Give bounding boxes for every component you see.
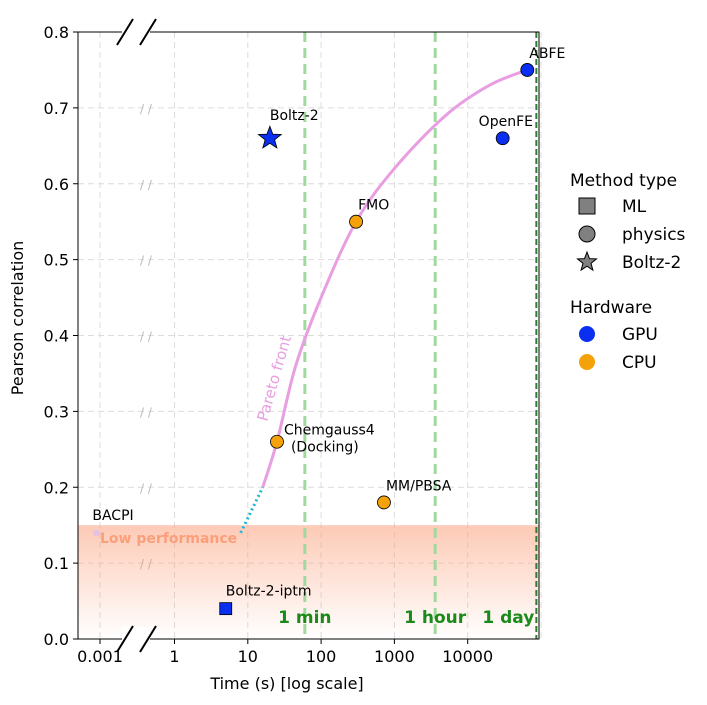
point-label: Boltz-2 [270,108,319,124]
grid-break-mark: / / [140,254,153,268]
x-tick-label: 1000 [374,647,415,666]
low-performance-label: Low performance [100,531,237,547]
y-tick-label: 0.4 [44,327,69,346]
y-tick-label: 0.6 [44,175,69,194]
point-label: ABFE [529,46,565,62]
axis-break-slash [116,18,134,46]
point-marker [377,495,391,510]
point-marker [349,214,363,229]
x-tick-label: 100 [306,647,337,666]
point-marker [495,131,510,146]
legend-hardware-label: GPU [622,325,658,345]
time-markers: 1 min 1 hour 1 day [278,32,538,639]
point-marker [93,529,100,536]
point-label: FMO [358,198,389,214]
legend-method-label: ML [622,197,647,217]
point-marker [257,125,283,149]
point-label: OpenFE [479,114,533,130]
point-label-line: ABFE [529,46,565,62]
axis-break-cover [122,627,150,651]
legend-hardware-title: Hardware [570,298,652,318]
grid-break-mark: / / [140,405,153,419]
pareto-front-label: Pareto front [254,333,296,423]
data-points: BACPI Boltz-2-iptm Boltz-2 Chemgauss4 (Docki… [92,46,565,616]
y-tick-label: 0.5 [44,251,69,270]
grid-break-mark: / / [140,481,153,495]
y-tick-label: 0.0 [44,630,69,649]
legend-square-icon [578,197,596,215]
point-marker [219,602,233,616]
point-label-line: BACPI [92,508,133,524]
point-label: Chemgauss4 (Docking) [284,423,375,456]
point-label-line: MM/PBSA [386,478,452,494]
point-label: Boltz-2-iptm [226,584,312,600]
grid-break-mark: / / [140,178,153,192]
y-tick-label: 0.8 [44,23,69,42]
point-label-line: OpenFE [479,114,533,130]
x-axis-label: Time (s) [log scale] [209,674,363,693]
axis-break-marks [116,18,157,653]
time-marker-label: 1 day [482,608,534,628]
legend-method-title: Method type [570,171,677,191]
legend-star-icon [576,250,598,272]
point-marker [520,63,535,77]
point-label-line: Boltz-2-iptm [226,584,312,600]
axis-break-slash [139,18,157,46]
y-tick-label: 0.7 [44,99,69,118]
legend-hardware-icon [579,354,595,370]
point-label: BACPI [92,508,133,524]
point-label-line: FMO [358,198,389,214]
axis-break-cover [122,20,150,44]
pareto-front [239,68,528,534]
point-label-line: Boltz-2 [270,108,319,124]
x-tick-label: 10000 [442,647,493,666]
x-tick-label: 1 [169,647,179,666]
legend: Method type ML physics Boltz-2 Hardware GPU CP… [570,171,686,373]
axis-break-slash [116,625,134,653]
legend-circle-icon [578,225,596,243]
point-label: MM/PBSA [386,478,452,494]
legend-method-label: Boltz-2 [622,253,681,273]
y-tick-label: 0.2 [44,478,69,497]
point-label-line: Chemgauss4 [284,423,375,439]
time-marker-label: 1 hour [404,608,467,628]
legend-hardware-icon [579,326,595,342]
x-axis-ticks: 0.001 1 10 100 1000 10000 [77,639,493,666]
legend-method-label: physics [622,225,686,245]
time-marker-label: 1 min [278,608,331,628]
legend-hardware-label: CPU [622,353,657,373]
low-performance-band [78,525,539,639]
grid-break-mark: / / [140,102,153,116]
point-label-line: (Docking) [291,440,359,456]
grid-break-mark: / / [140,330,153,344]
point-marker [270,434,284,449]
axis-break-slash [139,625,157,653]
x-tick-label: 0.001 [77,647,123,666]
y-axis-ticks: 0.0 0.1 0.2 0.3 0.4 0.5 0.6 0.7 0.8 [44,23,78,649]
pareto-front-extension [239,486,265,534]
y-tick-label: 0.1 [44,554,69,573]
x-tick-label: 10 [238,647,258,666]
y-tick-label: 0.3 [44,402,69,421]
y-axis-label: Pearson correlation [8,241,27,396]
